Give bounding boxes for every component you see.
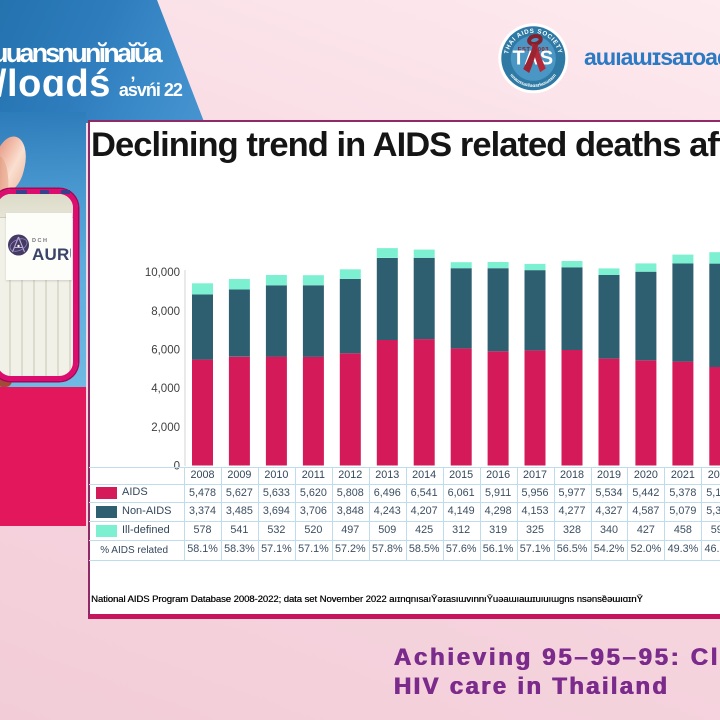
svg-text:DCH: DCH (32, 238, 48, 244)
svg-text:4,000: 4,000 (151, 383, 180, 395)
svg-text:6,000: 6,000 (151, 345, 180, 357)
svg-text:AURUM: AURUM (32, 245, 71, 264)
svg-text:2,000: 2,000 (151, 422, 180, 434)
svg-text:8,000: 8,000 (151, 306, 180, 318)
svg-text:10,000: 10,000 (145, 267, 180, 279)
